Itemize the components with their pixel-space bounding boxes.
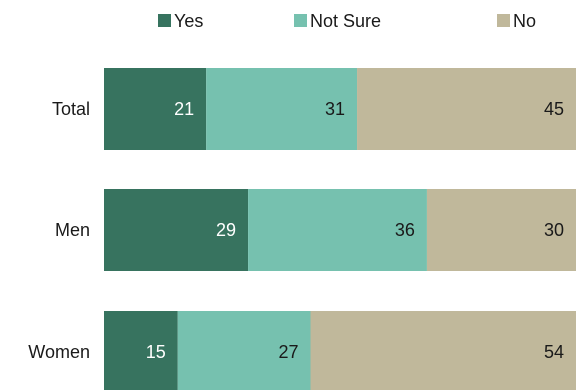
legend-label-no: No bbox=[513, 11, 536, 31]
value-label-no-women: 54 bbox=[544, 342, 564, 362]
bar-row-total: Total 21 31 45 bbox=[52, 68, 576, 150]
bars: Total 21 31 45 Men 29 36 30 Women 15 27 54 bbox=[28, 68, 576, 390]
bar-segment-no-women bbox=[310, 311, 576, 390]
legend-label-not-sure: Not Sure bbox=[310, 11, 381, 31]
value-label-yes-total: 21 bbox=[174, 99, 194, 119]
legend: Yes Not Sure No bbox=[158, 11, 536, 31]
legend-label-yes: Yes bbox=[174, 11, 203, 31]
bar-segment-yes-total bbox=[104, 68, 207, 150]
bar-segment-no-total bbox=[357, 68, 576, 150]
bar-row-women: Women 15 27 54 bbox=[28, 311, 576, 390]
category-label-women: Women bbox=[28, 342, 90, 362]
value-label-not-sure-men: 36 bbox=[395, 220, 415, 240]
bar-segment-no-men bbox=[426, 189, 576, 271]
legend-swatch-no bbox=[497, 14, 510, 27]
value-label-yes-men: 29 bbox=[216, 220, 236, 240]
bar-segment-not-sure-men bbox=[248, 189, 427, 271]
bar-segment-yes-women bbox=[104, 311, 178, 390]
value-label-not-sure-total: 31 bbox=[325, 99, 345, 119]
bar-segment-not-sure-women bbox=[177, 311, 311, 390]
value-label-yes-women: 15 bbox=[146, 342, 166, 362]
category-label-men: Men bbox=[55, 220, 90, 240]
bar-row-men: Men 29 36 30 bbox=[55, 189, 576, 271]
value-label-not-sure-women: 27 bbox=[278, 342, 298, 362]
category-label-total: Total bbox=[52, 99, 90, 119]
bar-segment-yes-men bbox=[104, 189, 249, 271]
value-label-no-men: 30 bbox=[544, 220, 564, 240]
legend-swatch-not-sure bbox=[294, 14, 307, 27]
bar-segment-not-sure-total bbox=[206, 68, 358, 150]
value-label-no-total: 45 bbox=[544, 99, 564, 119]
legend-swatch-yes bbox=[158, 14, 171, 27]
